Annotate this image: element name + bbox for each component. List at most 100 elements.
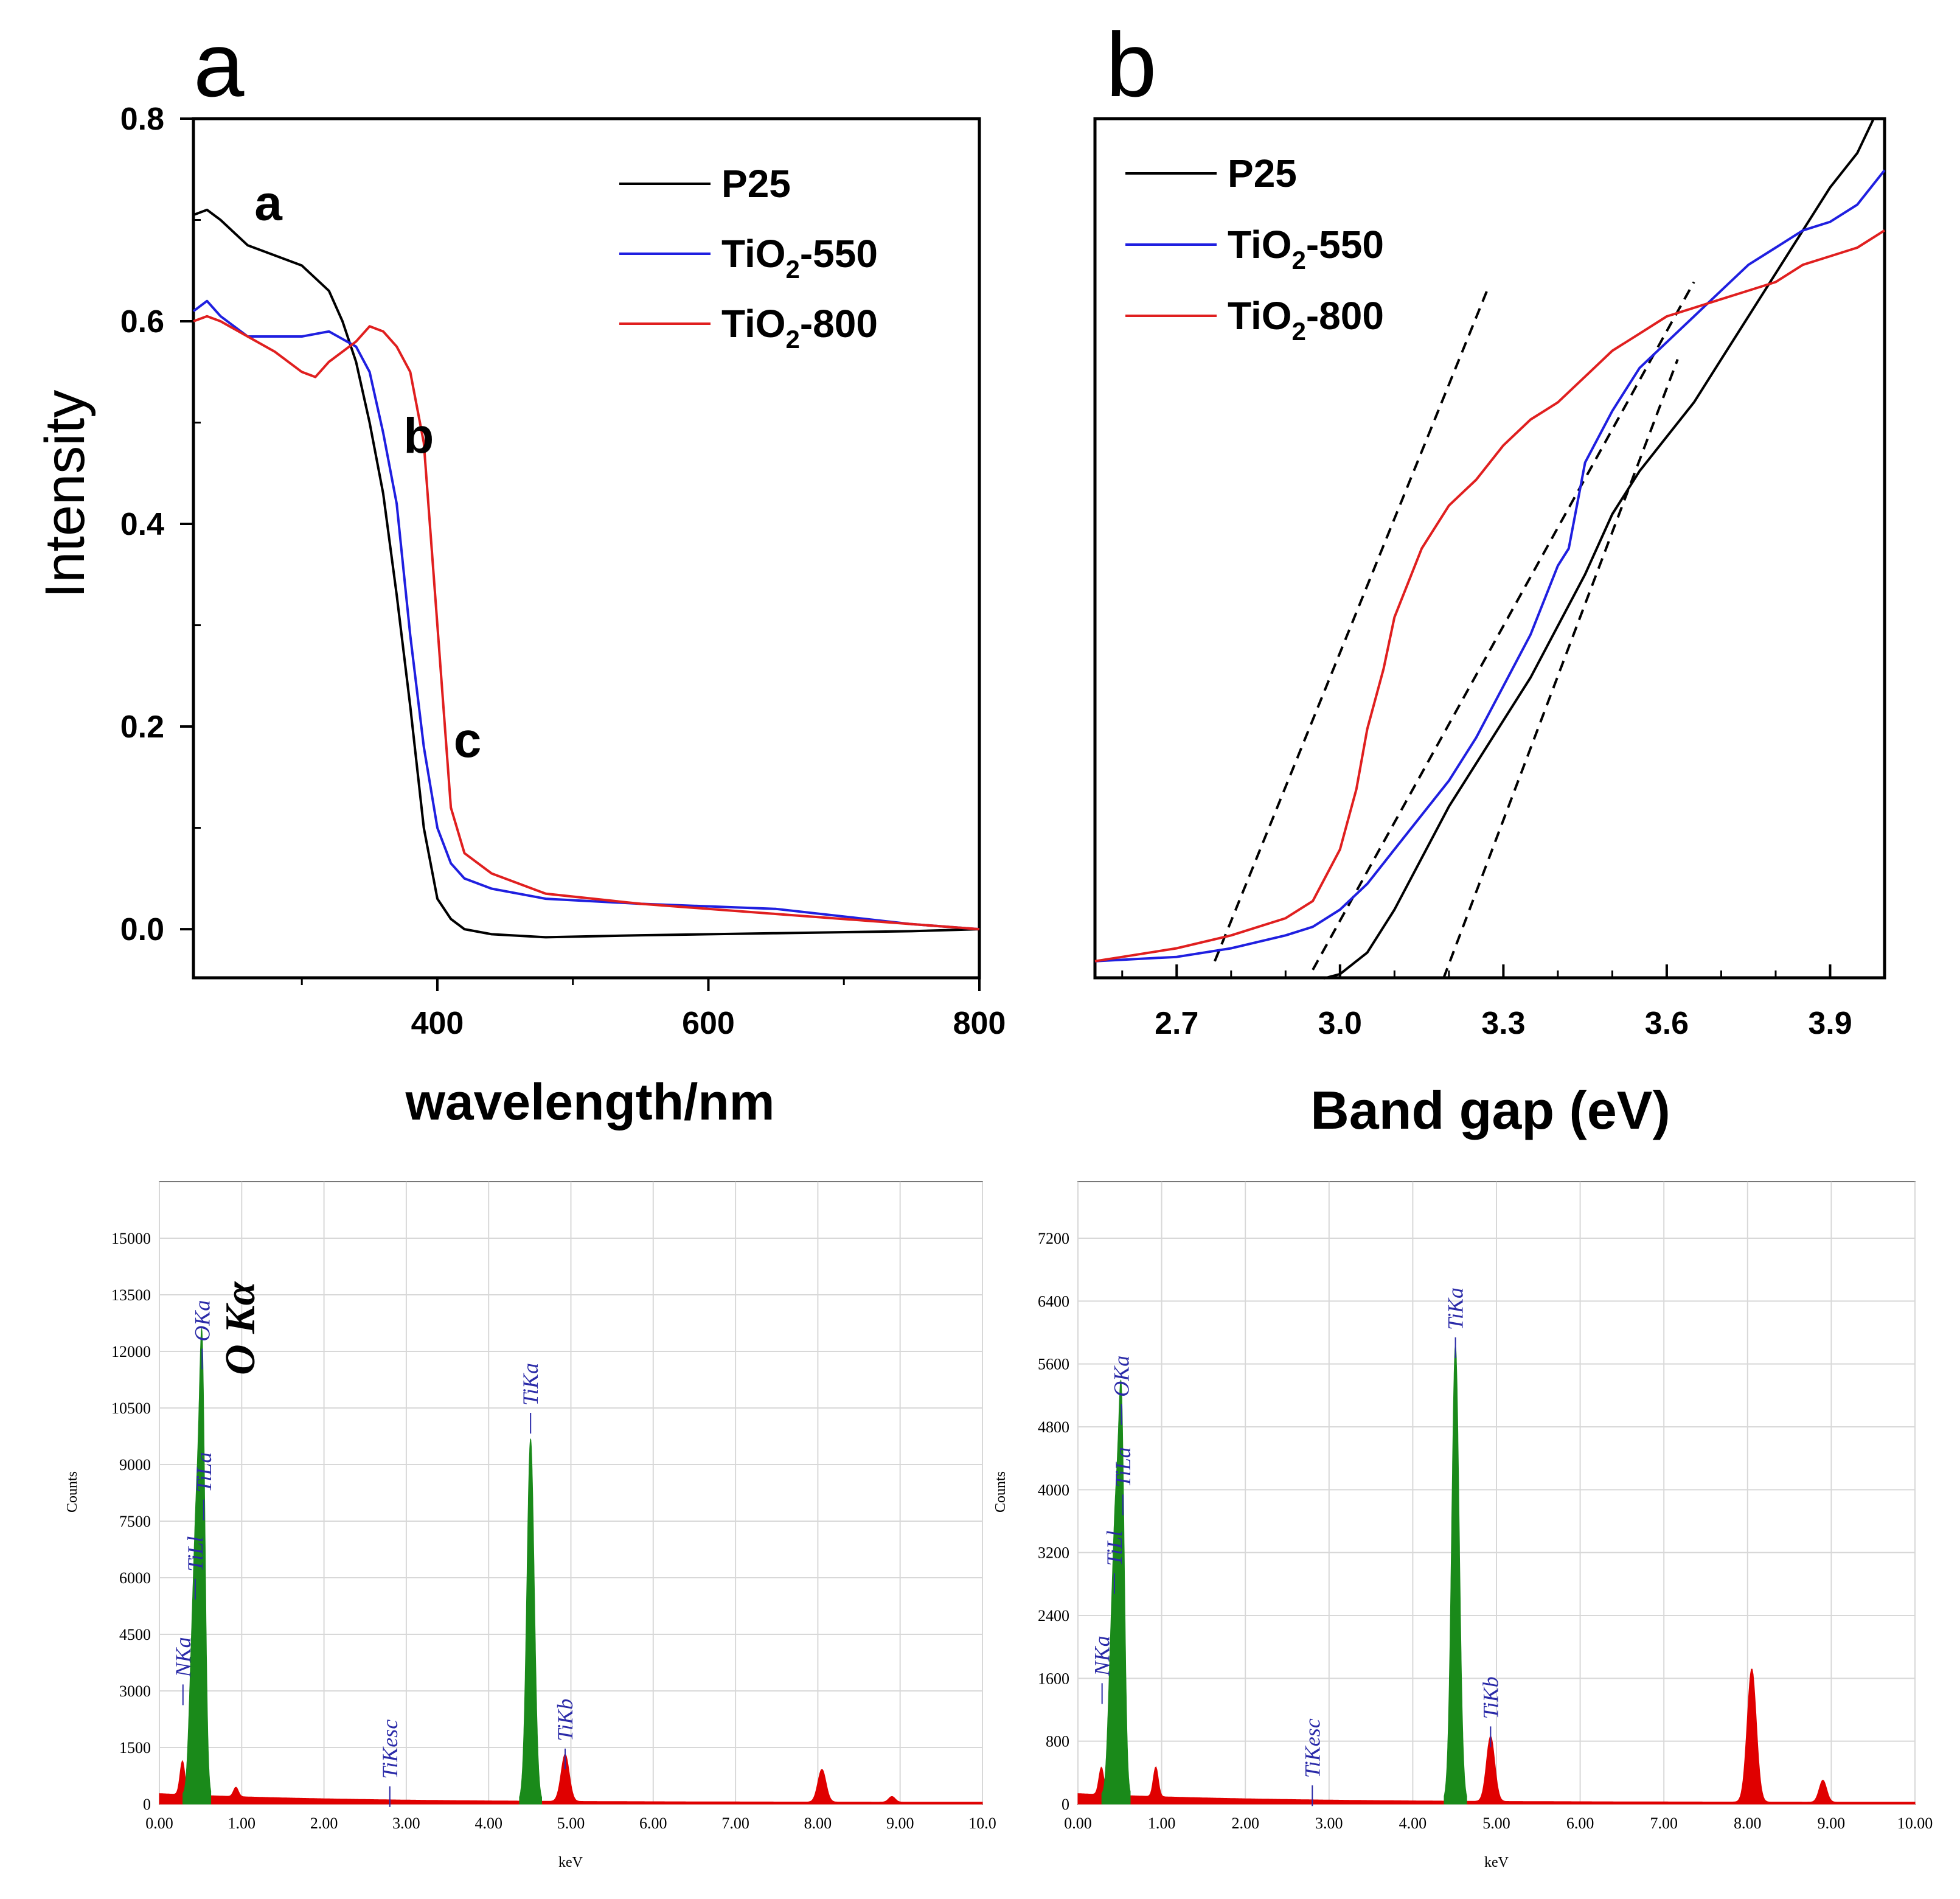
panel-c-ytick-label: 3000 <box>119 1682 151 1700</box>
panel-d-peak-label-tila: TiLa <box>1111 1447 1135 1487</box>
panel-c-ytick-label: 0 <box>143 1796 151 1813</box>
panel-b-series-tio2-800 <box>1094 229 1886 963</box>
panel-a-xtick-label: 600 <box>682 1006 735 1041</box>
panel-a-series-tio2-800 <box>193 315 980 931</box>
panel-letter-b: b <box>1106 13 1156 116</box>
panel-b-tangent-line <box>1312 281 1695 970</box>
panel-c-ytick-label: 4500 <box>119 1626 151 1643</box>
panel-d-xtick-label: 2.00 <box>1231 1814 1259 1832</box>
panel-c-xlabel: keV <box>558 1855 583 1870</box>
panel-d-peak-label-till: TiLl <box>1102 1530 1127 1566</box>
panel-c-peak-label-tila: TiLa <box>192 1452 216 1493</box>
panel-d-xtick-label: 9.00 <box>1818 1814 1846 1832</box>
panel-d-ylabel: Counts <box>993 1471 1009 1513</box>
panel-c-ytick-label: 15000 <box>111 1230 151 1247</box>
panel-d-xtick-label: 0.00 <box>1064 1814 1092 1832</box>
panel-c-xtick-label: 7.00 <box>721 1814 749 1832</box>
panel-letter-a: a <box>193 13 245 116</box>
panel-d-xtick-label: 1.00 <box>1148 1814 1176 1832</box>
panel-c-ytick-label: 1500 <box>119 1739 151 1757</box>
panel-c-peak-label-oka: OKa <box>190 1300 214 1342</box>
panel-c-annotation: O Kα <box>217 1281 264 1375</box>
panel-c-xtick-label: 8.00 <box>804 1814 832 1832</box>
panel-d-peak-label-oka: OKa <box>1110 1356 1134 1397</box>
panel-c-xtick-label: 5.00 <box>557 1814 585 1832</box>
panel-a-xtick-label: 800 <box>953 1006 1006 1041</box>
panel-b-xtick-label: 3.0 <box>1318 1006 1362 1041</box>
panel-d-xtick-label: 5.00 <box>1482 1814 1510 1832</box>
panel-b-xtick-label: 3.6 <box>1645 1006 1689 1041</box>
panel-c-ytick-label: 7500 <box>119 1513 151 1530</box>
panel-a-ytick-label: 0.6 <box>120 304 164 340</box>
panel-d-ytick-label: 1600 <box>1038 1670 1069 1687</box>
panel-d-red-spectrum <box>1077 1668 1916 1805</box>
panel-a-legend-label: P25 <box>721 162 791 206</box>
panel-d-ytick-label: 800 <box>1046 1733 1069 1751</box>
panel-b-tangent-line <box>1214 290 1489 962</box>
panel-c-xtick-label: 9.00 <box>886 1814 914 1832</box>
panel-a-xtick-label: 400 <box>411 1006 464 1041</box>
panel-b-band-gap: 2.7 3.0 3.3 3.6 3.9 P25 TiO2-550 TiO2-800 Band… <box>1093 117 1886 1140</box>
panel-d-ytick-label: 0 <box>1062 1796 1069 1813</box>
panel-c-xtick-label: 10.0 <box>968 1814 996 1832</box>
panel-b-xtick-label: 3.9 <box>1808 1006 1852 1041</box>
panel-a-frame <box>192 117 981 980</box>
panel-b-frame <box>1093 117 1886 980</box>
panel-d-ytick-label: 4800 <box>1038 1418 1069 1436</box>
panel-c-xtick-label: 1.00 <box>228 1814 256 1832</box>
panel-c-peak-label-tika: TiKa <box>518 1363 543 1406</box>
panel-c-xtick-label: 3.00 <box>392 1814 420 1832</box>
panel-d-xtick-label: 8.00 <box>1734 1814 1762 1832</box>
panel-c-ytick-label: 9000 <box>119 1456 151 1474</box>
panel-d-peak-label-tikesc: TiKesc <box>1300 1718 1324 1778</box>
panel-b-series-tio2-550 <box>1094 169 1886 963</box>
panel-d-peak-label-nka: NKa <box>1090 1636 1114 1676</box>
panel-d-ytick-label: 3200 <box>1038 1544 1069 1562</box>
panel-d-peak-label-tika: TiKa <box>1444 1287 1468 1330</box>
panel-a-legend-label: TiO2-800 <box>721 302 878 354</box>
panel-d-xlabel: keV <box>1484 1855 1509 1870</box>
panel-b-series-p25 <box>1323 118 1875 980</box>
panel-c-red-spectrum <box>159 1754 983 1805</box>
panel-d-ytick-label: 5600 <box>1038 1356 1069 1373</box>
panel-c-green-peak-1 <box>519 1438 543 1805</box>
panel-d-xtick-label: 3.00 <box>1315 1814 1343 1832</box>
panel-b-xtick-label: 3.3 <box>1481 1006 1525 1041</box>
panel-d-eds: 0.00 1.00 2.00 3.00 4.00 5.00 6.00 7.00 8.00 9.00… <box>993 1181 1933 1870</box>
panel-c-xtick-label: 2.00 <box>310 1814 338 1832</box>
panel-d-ytick-label: 6400 <box>1038 1292 1069 1310</box>
panel-c-ytick-label: 6000 <box>119 1569 151 1587</box>
panel-c-xtick-label: 6.00 <box>639 1814 667 1832</box>
panel-c-ytick-label: 13500 <box>111 1286 151 1304</box>
panel-c-peak-label-tikesc: TiKesc <box>378 1720 402 1779</box>
panel-a-uv-vis: 400 600 800 0.0 0.2 0.4 0.6 0.8 a b c P25 TiO2-550… <box>34 102 1006 1131</box>
panel-d-ytick-label: 7200 <box>1038 1230 1069 1247</box>
panel-c-peak-label-tikb: TiKb <box>553 1699 577 1741</box>
panel-b-tangent-line <box>1442 358 1679 979</box>
panel-d-ytick-label: 4000 <box>1038 1481 1069 1499</box>
panel-d-green-peak-0 <box>1101 1379 1131 1805</box>
panel-a-legend-label: TiO2-550 <box>721 232 878 284</box>
panel-a-curve-label-b: b <box>403 408 434 464</box>
panel-a-curve-label-c: c <box>454 713 482 768</box>
panel-c-green-peak-0 <box>182 1328 212 1805</box>
panel-d-xtick-label: 10.00 <box>1897 1814 1933 1832</box>
panel-a-series-tio2-550 <box>192 299 980 931</box>
panel-b-legend-label: P25 <box>1228 152 1297 195</box>
panel-d-ytick-label: 2400 <box>1038 1607 1069 1625</box>
panel-a-series-p25 <box>193 208 980 939</box>
panel-a-ylabel: Intensity <box>34 390 96 599</box>
panel-b-xtick-label: 2.7 <box>1155 1006 1198 1041</box>
panel-c-peak-label-nka: NKa <box>171 1637 195 1678</box>
panel-c-ylabel: Counts <box>64 1471 80 1513</box>
panel-a-xlabel: wavelength/nm <box>405 1073 775 1131</box>
panel-a-ytick-label: 0.2 <box>120 709 164 745</box>
panel-d-xtick-label: 7.00 <box>1650 1814 1678 1832</box>
panel-d-xtick-label: 4.00 <box>1399 1814 1427 1832</box>
panel-a-ytick-label: 0.0 <box>120 912 164 947</box>
panel-a-ytick-label: 0.4 <box>120 507 164 542</box>
panel-c-xtick-label: 0.00 <box>145 1814 173 1832</box>
panel-c-ytick-label: 12000 <box>111 1343 151 1361</box>
panel-b-legend-label: TiO2-800 <box>1228 294 1384 346</box>
